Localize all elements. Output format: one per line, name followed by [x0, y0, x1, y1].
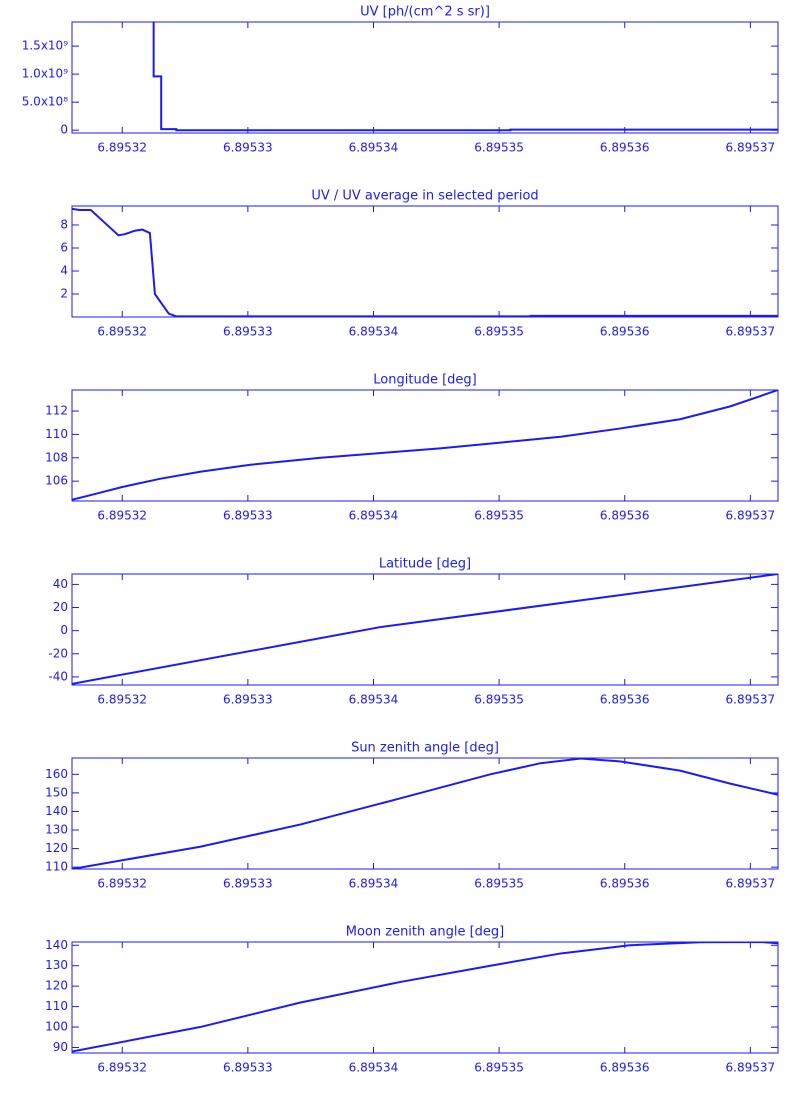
y-tick-label: 20: [53, 600, 68, 614]
x-tick-label: 6.89536: [600, 141, 650, 155]
y-tick-label: 6: [60, 240, 68, 254]
x-tick-label: 6.89534: [349, 1061, 399, 1075]
y-tick-label: 40: [53, 577, 68, 591]
panel-title: Sun zenith angle [deg]: [351, 741, 499, 756]
y-tick-label: 120: [45, 841, 68, 855]
x-tick-label: 6.89535: [474, 141, 524, 155]
x-tick-label: 6.89533: [223, 509, 273, 523]
y-tick-label: 2: [60, 286, 68, 300]
x-tick-label: 6.89537: [726, 141, 776, 155]
x-tick-label: 6.89536: [600, 509, 650, 523]
y-tick-label: 1.5x10⁹: [22, 39, 68, 53]
plot-frame: [71, 573, 779, 686]
x-tick-label: 6.89533: [223, 877, 273, 891]
y-tick-label: 130: [45, 823, 68, 837]
y-tick-label: 106: [45, 474, 68, 488]
panel-title: UV [ph/(cm^2 s sr)]: [360, 5, 490, 20]
y-tick-label: -40: [48, 669, 68, 683]
y-tick-label: 100: [45, 1020, 68, 1034]
x-tick-label: 6.89533: [223, 141, 273, 155]
y-tick-label: 1.0x10⁹: [22, 67, 68, 81]
y-tick-label: 0: [60, 123, 68, 137]
panel: Latitude [deg] 6.89532 6.89533 6.89534 6.895…: [48, 557, 779, 707]
data-line: [152, 22, 778, 132]
y-tick-label: 160: [45, 767, 68, 781]
data-line: [72, 574, 778, 685]
x-tick-label: 6.89537: [726, 509, 776, 523]
panel-title: Latitude [deg]: [379, 557, 471, 572]
y-tick-label: 110: [45, 860, 68, 874]
x-tick-label: 6.89532: [97, 509, 147, 523]
x-tick-label: 6.89532: [97, 693, 147, 707]
x-tick-label: 6.89536: [600, 693, 650, 707]
panel: UV / UV average in selected period 6.8953…: [60, 189, 779, 339]
x-tick-label: 6.89532: [97, 141, 147, 155]
plot-frame: [71, 21, 779, 134]
plot-frame: [71, 757, 779, 870]
x-tick-label: 6.89534: [349, 141, 399, 155]
y-tick-label: 110: [45, 427, 68, 441]
y-tick-label: 112: [45, 404, 68, 418]
x-tick-label: 6.89535: [474, 1061, 524, 1075]
y-tick-label: -20: [48, 646, 68, 660]
y-tick-label: 130: [45, 958, 68, 972]
x-tick-label: 6.89535: [474, 877, 524, 891]
panel: Longitude [deg] 6.89532 6.89533 6.89534 6.89…: [45, 373, 779, 523]
x-tick-label: 6.89537: [726, 693, 776, 707]
y-tick-label: 8: [60, 217, 68, 231]
y-tick-label: 5.0x10⁸: [22, 95, 68, 109]
panel-title: UV / UV average in selected period: [311, 189, 538, 204]
y-tick-label: 110: [45, 999, 68, 1013]
y-tick-label: 0: [60, 623, 68, 637]
x-tick-label: 6.89533: [223, 693, 273, 707]
x-tick-label: 6.89534: [349, 693, 399, 707]
x-tick-label: 6.89536: [600, 877, 650, 891]
y-tick-label: 108: [45, 450, 68, 464]
x-tick-label: 6.89534: [349, 877, 399, 891]
data-line: [72, 207, 778, 317]
plot-frame: [71, 941, 779, 1054]
panel: Sun zenith angle [deg] 6.89532 6.89533 6.89…: [45, 741, 779, 891]
x-tick-label: 6.89537: [726, 877, 776, 891]
x-tick-label: 6.89534: [349, 509, 399, 523]
x-tick-label: 6.89535: [474, 509, 524, 523]
y-tick-label: 150: [45, 785, 68, 799]
y-tick-label: 140: [45, 938, 68, 952]
x-tick-label: 6.89536: [600, 325, 650, 339]
x-tick-label: 6.89534: [349, 325, 399, 339]
x-tick-label: 6.89536: [600, 1061, 650, 1075]
y-tick-label: 120: [45, 979, 68, 993]
y-tick-label: 4: [60, 263, 68, 277]
x-tick-label: 6.89533: [223, 1061, 273, 1075]
data-line: [72, 758, 778, 869]
x-tick-label: 6.89537: [726, 325, 776, 339]
y-tick-label: 140: [45, 804, 68, 818]
panel: UV [ph/(cm^2 s sr)] 6.89532 6.89533 6.89534…: [22, 5, 779, 155]
x-tick-label: 6.89535: [474, 325, 524, 339]
x-tick-label: 6.89532: [97, 877, 147, 891]
panel-title: Longitude [deg]: [373, 373, 476, 388]
x-tick-label: 6.89537: [726, 1061, 776, 1075]
plot-frame: [71, 389, 779, 502]
x-tick-label: 6.89535: [474, 693, 524, 707]
data-line: [72, 390, 778, 501]
data-line: [72, 942, 778, 1053]
x-tick-label: 6.89532: [97, 325, 147, 339]
y-tick-label: 90: [53, 1040, 68, 1054]
panel-title: Moon zenith angle [deg]: [346, 925, 504, 940]
x-tick-label: 6.89533: [223, 325, 273, 339]
x-tick-label: 6.89532: [97, 1061, 147, 1075]
plot-frame: [71, 205, 779, 318]
panel: Moon zenith angle [deg] 6.89532 6.89533 6.8…: [45, 925, 779, 1075]
